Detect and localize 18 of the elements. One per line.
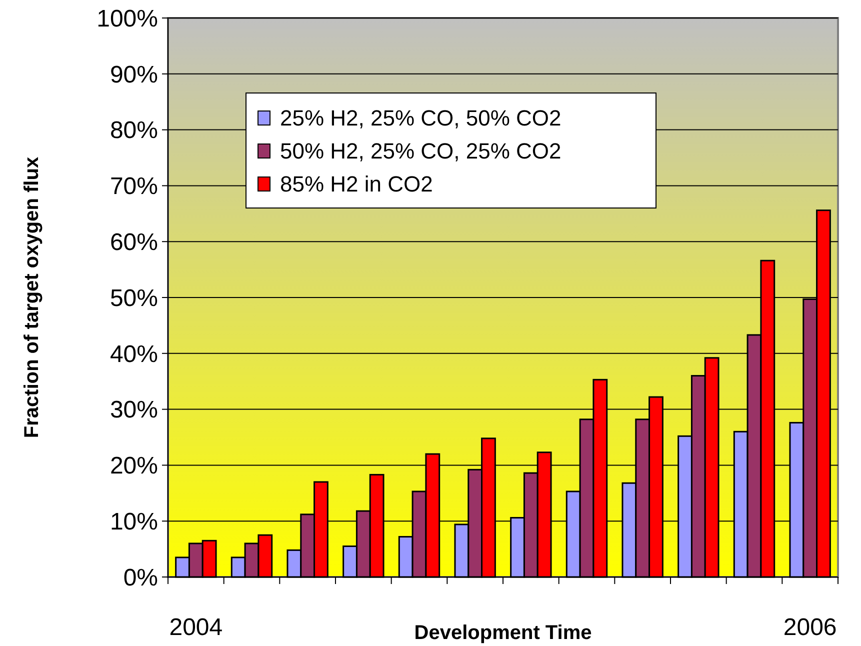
y-tick-label: 70% <box>110 173 158 200</box>
y-tick-label: 40% <box>110 340 158 368</box>
x-tick-label: 2004 <box>169 614 223 641</box>
y-tick-label: 50% <box>110 284 158 312</box>
y-tick-label: 60% <box>110 229 158 256</box>
x-tick-label: 2006 <box>783 614 837 641</box>
y-tick-label: 80% <box>110 117 158 144</box>
legend-label: 50% H2, 25% CO, 25% CO2 <box>280 138 562 164</box>
y-tick-label: 10% <box>110 508 158 536</box>
legend-label: 85% H2 in CO2 <box>280 172 433 197</box>
y-axis-title: Fraction of target oxygen flux <box>21 156 43 438</box>
y-tick-label: 100% <box>96 5 158 32</box>
y-tick-label: 30% <box>110 396 158 424</box>
y-tick-label: 90% <box>110 61 158 88</box>
y-tick-label: 20% <box>110 452 158 480</box>
x-axis-title: Development Time <box>414 622 592 644</box>
y-tick-label: 0% <box>123 564 158 592</box>
legend-label: 25% H2, 25% CO, 50% CO2 <box>280 106 562 131</box>
